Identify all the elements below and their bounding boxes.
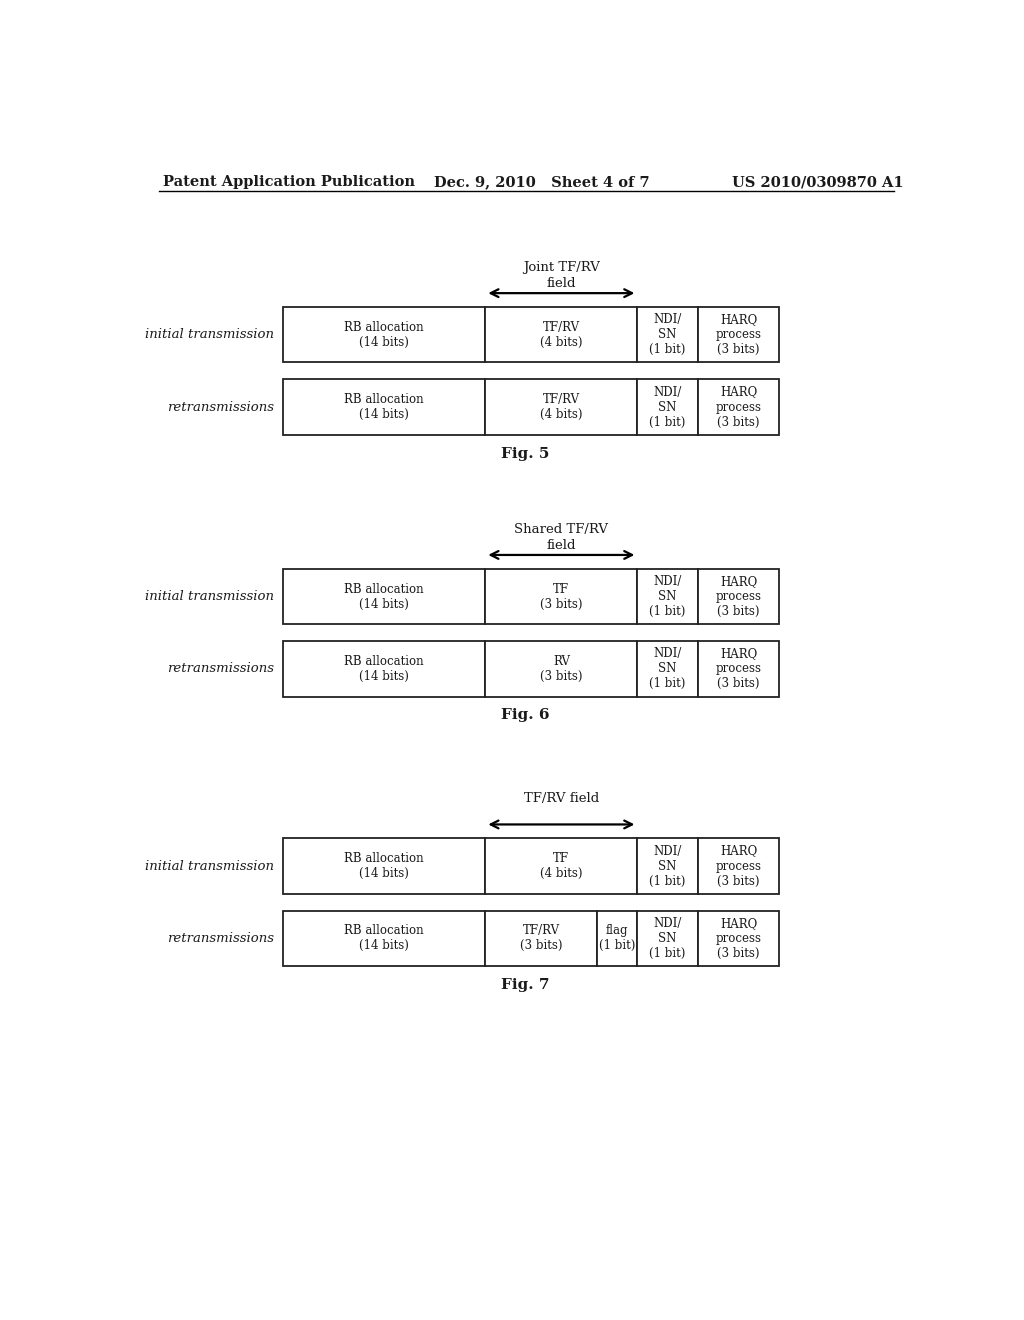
Bar <box>485 379 637 434</box>
Bar <box>485 642 637 697</box>
Bar <box>485 911 597 966</box>
Text: Fig. 5: Fig. 5 <box>501 446 549 461</box>
Text: NDI/
SN
(1 bit): NDI/ SN (1 bit) <box>649 845 686 887</box>
Text: retransmissions: retransmissions <box>167 932 273 945</box>
Text: initial transmission: initial transmission <box>144 859 273 873</box>
Text: NDI/
SN
(1 bit): NDI/ SN (1 bit) <box>649 917 686 960</box>
Text: HARQ
process
(3 bits): HARQ process (3 bits) <box>716 385 762 429</box>
Bar <box>698 838 779 894</box>
Text: flag
(1 bit): flag (1 bit) <box>599 924 635 953</box>
Text: retransmissions: retransmissions <box>167 400 273 413</box>
Text: RB allocation
(14 bits): RB allocation (14 bits) <box>344 321 424 348</box>
Bar <box>283 838 485 894</box>
Text: HARQ
process
(3 bits): HARQ process (3 bits) <box>716 313 762 356</box>
Text: HARQ
process
(3 bits): HARQ process (3 bits) <box>716 845 762 887</box>
Text: TF
(3 bits): TF (3 bits) <box>540 582 583 611</box>
Text: RB allocation
(14 bits): RB allocation (14 bits) <box>344 393 424 421</box>
Text: TF
(4 bits): TF (4 bits) <box>540 851 583 880</box>
Bar <box>283 911 485 966</box>
Text: NDI/
SN
(1 bit): NDI/ SN (1 bit) <box>649 647 686 690</box>
Text: HARQ
process
(3 bits): HARQ process (3 bits) <box>716 917 762 960</box>
Text: TF/RV
(4 bits): TF/RV (4 bits) <box>540 321 583 348</box>
Bar <box>485 308 637 363</box>
Text: Joint TF/RV
field: Joint TF/RV field <box>523 261 600 290</box>
Text: RB allocation
(14 bits): RB allocation (14 bits) <box>344 582 424 611</box>
Text: Shared TF/RV
field: Shared TF/RV field <box>514 523 608 552</box>
Text: TF/RV field: TF/RV field <box>523 792 599 805</box>
Text: initial transmission: initial transmission <box>144 590 273 603</box>
Bar <box>637 911 698 966</box>
Bar <box>283 379 485 434</box>
Bar <box>637 838 698 894</box>
Text: Dec. 9, 2010   Sheet 4 of 7: Dec. 9, 2010 Sheet 4 of 7 <box>434 176 650 189</box>
Text: RB allocation
(14 bits): RB allocation (14 bits) <box>344 851 424 880</box>
Text: initial transmission: initial transmission <box>144 329 273 342</box>
Text: Fig. 7: Fig. 7 <box>501 978 549 993</box>
Bar <box>637 379 698 434</box>
Bar <box>637 308 698 363</box>
Bar <box>698 911 779 966</box>
Bar <box>637 569 698 624</box>
Text: RB allocation
(14 bits): RB allocation (14 bits) <box>344 655 424 682</box>
Text: RB allocation
(14 bits): RB allocation (14 bits) <box>344 924 424 953</box>
Text: retransmissions: retransmissions <box>167 663 273 676</box>
Bar <box>283 308 485 363</box>
Bar <box>485 569 637 624</box>
Text: NDI/
SN
(1 bit): NDI/ SN (1 bit) <box>649 313 686 356</box>
Bar <box>698 642 779 697</box>
Text: RV
(3 bits): RV (3 bits) <box>540 655 583 682</box>
Text: HARQ
process
(3 bits): HARQ process (3 bits) <box>716 647 762 690</box>
Bar <box>698 569 779 624</box>
Text: Fig. 6: Fig. 6 <box>501 709 549 722</box>
Bar <box>485 838 637 894</box>
Bar <box>698 379 779 434</box>
Bar <box>283 642 485 697</box>
Text: TF/RV
(4 bits): TF/RV (4 bits) <box>540 393 583 421</box>
Text: Patent Application Publication: Patent Application Publication <box>163 176 415 189</box>
Bar <box>597 911 637 966</box>
Text: NDI/
SN
(1 bit): NDI/ SN (1 bit) <box>649 576 686 618</box>
Text: HARQ
process
(3 bits): HARQ process (3 bits) <box>716 576 762 618</box>
Bar <box>283 569 485 624</box>
Text: NDI/
SN
(1 bit): NDI/ SN (1 bit) <box>649 385 686 429</box>
Bar <box>637 642 698 697</box>
Text: US 2010/0309870 A1: US 2010/0309870 A1 <box>732 176 904 189</box>
Bar <box>698 308 779 363</box>
Text: TF/RV
(3 bits): TF/RV (3 bits) <box>520 924 562 953</box>
